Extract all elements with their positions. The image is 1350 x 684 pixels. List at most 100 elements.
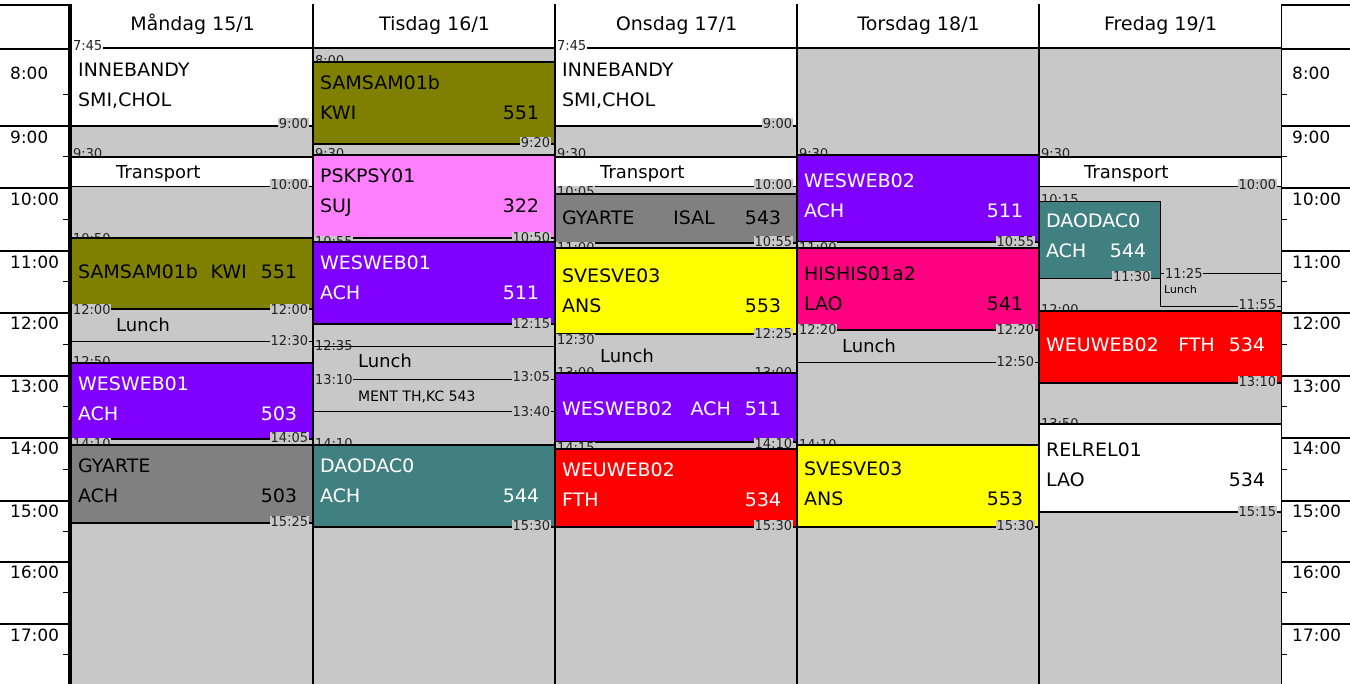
hour-line <box>1282 375 1350 377</box>
lesson-line: WESWEB02 ACH 511 <box>562 398 781 420</box>
lesson-block[interactable]: GYARTE ACH 503 <box>72 444 313 524</box>
time-column-right: 8:00 9:00 10:00 11:00 12:00 13:00 14:00 … <box>1280 4 1350 684</box>
lesson-block[interactable]: INNEBANDY SMI,CHOL <box>72 47 313 127</box>
lesson-room: 322 <box>502 195 539 217</box>
lesson-block[interactable]: WESWEB02 ACH 511 <box>556 372 797 443</box>
lesson-block[interactable]: INNEBANDY SMI,CHOL <box>556 47 797 127</box>
lunch-end-line <box>314 379 555 380</box>
end-time: 10:55 <box>995 235 1035 250</box>
start-time: 12:20 <box>798 323 838 338</box>
end-time: 12:15 <box>511 317 551 332</box>
time-column-left: 8:00 9:00 10:00 11:00 12:00 13:00 14:00 … <box>0 4 70 684</box>
lesson-teacher: ANS <box>804 488 844 510</box>
hour-line <box>1282 437 1350 439</box>
lesson-room: 541 <box>986 293 1023 315</box>
hour-label: 15:00 <box>10 502 59 522</box>
lesson-course: SVESVE03 <box>562 265 661 287</box>
lesson-room: 511 <box>502 282 539 304</box>
half-hour-tick <box>63 592 68 593</box>
lunch-label: Lunch <box>1164 283 1197 296</box>
transport-label: Transport <box>600 162 685 183</box>
lesson-teacher: ANS <box>562 295 602 317</box>
lunch-label: Lunch <box>358 351 412 372</box>
lesson-block[interactable]: DAODAC0 ACH 544 <box>314 444 555 528</box>
hour-line <box>0 623 70 625</box>
mentoring-end-line <box>314 411 555 412</box>
hour-line <box>0 437 70 439</box>
lesson-block[interactable]: DAODAC0 ACH 544 <box>1040 201 1161 279</box>
day-column-tuesday: Tisdag 16/1 8:00 SAMSAM01b KWI 551 9:20 … <box>312 4 555 684</box>
lesson-course: DAODAC0 <box>1046 210 1141 232</box>
lunch-start-line <box>314 346 555 347</box>
lesson-teacher: FTH <box>1178 334 1215 356</box>
start-time: 12:00 <box>72 303 112 318</box>
lesson-teacher: FTH <box>562 489 599 511</box>
lesson-course: WESWEB02 <box>804 170 915 192</box>
hour-line <box>1282 48 1350 50</box>
lesson-room: 553 <box>744 295 781 317</box>
lesson-teacher: ACH <box>78 403 119 425</box>
hour-line <box>1282 312 1350 314</box>
lesson-block[interactable]: SVESVE03 ANS 553 <box>798 444 1039 528</box>
lesson-course: GYARTE <box>78 455 151 477</box>
lesson-block[interactable]: PSKPSY01 SUJ 322 <box>314 154 555 239</box>
lesson-block[interactable]: SAMSAM01b KWI 551 <box>314 61 555 145</box>
half-hour-tick <box>1282 531 1287 532</box>
lunch-start-line <box>1160 273 1281 274</box>
lesson-room: 544 <box>502 485 539 507</box>
day-column-monday: Måndag 15/1 INNEBANDY SMI,CHOL 7:45 9:00… <box>70 4 313 684</box>
lesson-block[interactable]: RELREL01 LAO 534 <box>1040 423 1281 513</box>
day-header: Tisdag 16/1 <box>314 4 555 49</box>
lesson-teacher: SMI,CHOL <box>78 89 172 111</box>
hour-label: 14:00 <box>10 439 59 459</box>
hour-label: 8:00 <box>10 64 49 84</box>
half-hour-tick <box>1282 156 1287 157</box>
day-column-wednesday: Onsdag 17/1 INNEBANDY SMI,CHOL 7:45 9:00… <box>554 4 797 684</box>
hour-line <box>1282 500 1350 502</box>
lesson-room: 553 <box>986 488 1023 510</box>
hour-line <box>0 48 70 50</box>
day-header: Fredag 19/1 <box>1040 4 1281 49</box>
hour-line <box>0 500 70 502</box>
lesson-block[interactable]: WESWEB01 ACH 503 <box>72 362 313 440</box>
hour-line <box>0 561 70 563</box>
half-hour-tick <box>1282 281 1287 282</box>
lesson-block[interactable]: WESWEB01 ACH 511 <box>314 241 555 325</box>
lesson-room: 544 <box>1109 240 1146 262</box>
lesson-block[interactable]: WEUWEB02 FTH 534 <box>556 448 797 528</box>
lesson-teacher: ACH <box>78 485 119 507</box>
lesson-room: 503 <box>260 485 297 507</box>
hour-label: 10:00 <box>10 190 59 210</box>
hour-label: 13:00 <box>10 377 59 397</box>
lesson-block[interactable]: WESWEB02 ACH 511 <box>798 154 1039 243</box>
lesson-block[interactable]: SVESVE03 ANS 553 <box>556 247 797 335</box>
end-time: 9:00 <box>761 117 793 132</box>
end-time: 14:05 <box>269 431 309 446</box>
hour-line <box>0 4 70 6</box>
lesson-block[interactable]: HISHIS01a2 LAO 541 <box>798 247 1039 331</box>
lunch-end-line <box>1160 306 1281 307</box>
day-header: Onsdag 17/1 <box>556 4 797 49</box>
hour-label: 9:00 <box>1292 128 1331 148</box>
lesson-block[interactable]: SAMSAM01b KWI 551 <box>72 237 313 310</box>
end-time: 12:25 <box>753 327 793 342</box>
day-header: Måndag 15/1 <box>72 4 313 49</box>
lesson-teacher: SUJ <box>320 195 352 217</box>
half-hour-tick <box>63 219 68 220</box>
lesson-line: SAMSAM01b KWI 551 <box>78 261 297 283</box>
lesson-block[interactable]: GYARTE ISAL 543 <box>556 193 797 244</box>
lesson-room: 511 <box>986 200 1023 222</box>
start-time: 13:10 <box>314 373 354 388</box>
half-hour-tick <box>1282 406 1287 407</box>
lesson-course: WESWEB02 <box>562 398 673 420</box>
lesson-teacher: SMI,CHOL <box>562 89 656 111</box>
end-time: 15:25 <box>269 515 309 530</box>
lesson-room: 551 <box>260 261 297 283</box>
lesson-teacher: ISAL <box>673 207 715 229</box>
start-time: 7:45 <box>556 39 588 54</box>
day-header: Torsdag 18/1 <box>798 4 1039 49</box>
lesson-block[interactable]: WEUWEB02 FTH 534 <box>1040 310 1281 384</box>
lesson-course: WEUWEB02 <box>562 459 675 481</box>
half-hour-tick <box>63 406 68 407</box>
half-hour-tick <box>63 156 68 157</box>
